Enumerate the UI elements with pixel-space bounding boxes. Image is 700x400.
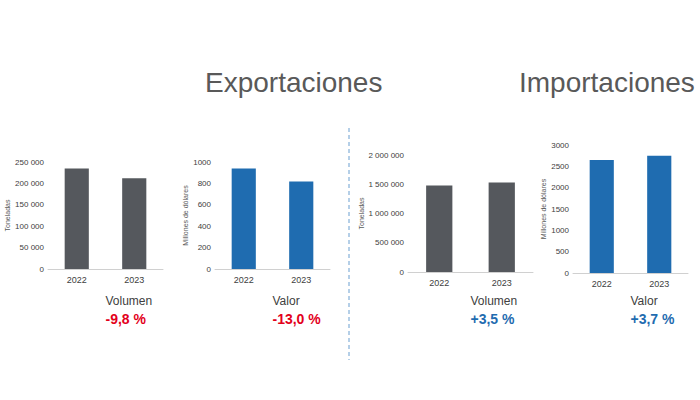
svg-text:+3,7 %: +3,7 % bbox=[630, 311, 675, 327]
svg-text:0: 0 bbox=[207, 265, 212, 274]
svg-text:150 000: 150 000 bbox=[15, 200, 44, 209]
svg-text:200 000: 200 000 bbox=[15, 179, 44, 188]
svg-text:0: 0 bbox=[565, 269, 570, 278]
svg-text:0: 0 bbox=[40, 265, 45, 274]
svg-text:Millones de dólares: Millones de dólares bbox=[540, 178, 547, 239]
svg-text:Millones de dólares: Millones de dólares bbox=[182, 185, 189, 246]
svg-text:2023: 2023 bbox=[492, 278, 512, 288]
svg-text:2023: 2023 bbox=[291, 275, 311, 285]
svg-text:1000: 1000 bbox=[551, 226, 569, 235]
svg-text:1000: 1000 bbox=[193, 158, 211, 167]
svg-text:2022: 2022 bbox=[429, 278, 449, 288]
svg-text:Toneladas: Toneladas bbox=[4, 199, 11, 231]
svg-text:800: 800 bbox=[198, 179, 212, 188]
svg-text:100 000: 100 000 bbox=[15, 222, 44, 231]
svg-text:1500: 1500 bbox=[551, 205, 569, 214]
svg-text:Volumen: Volumen bbox=[105, 294, 152, 308]
svg-text:400: 400 bbox=[198, 222, 212, 231]
svg-text:2023: 2023 bbox=[649, 279, 669, 289]
svg-text:Importaciones: Importaciones bbox=[519, 67, 695, 98]
svg-text:2000: 2000 bbox=[551, 183, 569, 192]
svg-text:Valor: Valor bbox=[630, 294, 657, 308]
svg-text:Volumen: Volumen bbox=[470, 294, 517, 308]
svg-text:2022: 2022 bbox=[592, 279, 612, 289]
svg-text:500 000: 500 000 bbox=[375, 238, 404, 247]
svg-text:Toneladas: Toneladas bbox=[358, 197, 365, 229]
svg-text:-13,0 %: -13,0 % bbox=[272, 311, 321, 327]
svg-text:1 500 000: 1 500 000 bbox=[368, 180, 404, 189]
svg-text:+3,5 %: +3,5 % bbox=[470, 311, 515, 327]
svg-text:3000: 3000 bbox=[551, 141, 569, 150]
svg-text:2022: 2022 bbox=[67, 275, 87, 285]
svg-text:2023: 2023 bbox=[124, 275, 144, 285]
svg-text:1 000 000: 1 000 000 bbox=[368, 209, 404, 218]
svg-text:0: 0 bbox=[400, 268, 405, 277]
svg-text:2022: 2022 bbox=[234, 275, 254, 285]
svg-text:200: 200 bbox=[198, 243, 212, 252]
svg-text:Exportaciones: Exportaciones bbox=[205, 67, 382, 98]
svg-text:250 000: 250 000 bbox=[15, 158, 44, 167]
svg-text:2500: 2500 bbox=[551, 162, 569, 171]
svg-text:Valor: Valor bbox=[272, 294, 299, 308]
svg-text:500: 500 bbox=[556, 247, 570, 256]
svg-text:-9,8 %: -9,8 % bbox=[105, 311, 146, 327]
svg-text:600: 600 bbox=[198, 200, 212, 209]
svg-text:50 000: 50 000 bbox=[20, 243, 45, 252]
svg-text:2 000 000: 2 000 000 bbox=[368, 151, 404, 160]
